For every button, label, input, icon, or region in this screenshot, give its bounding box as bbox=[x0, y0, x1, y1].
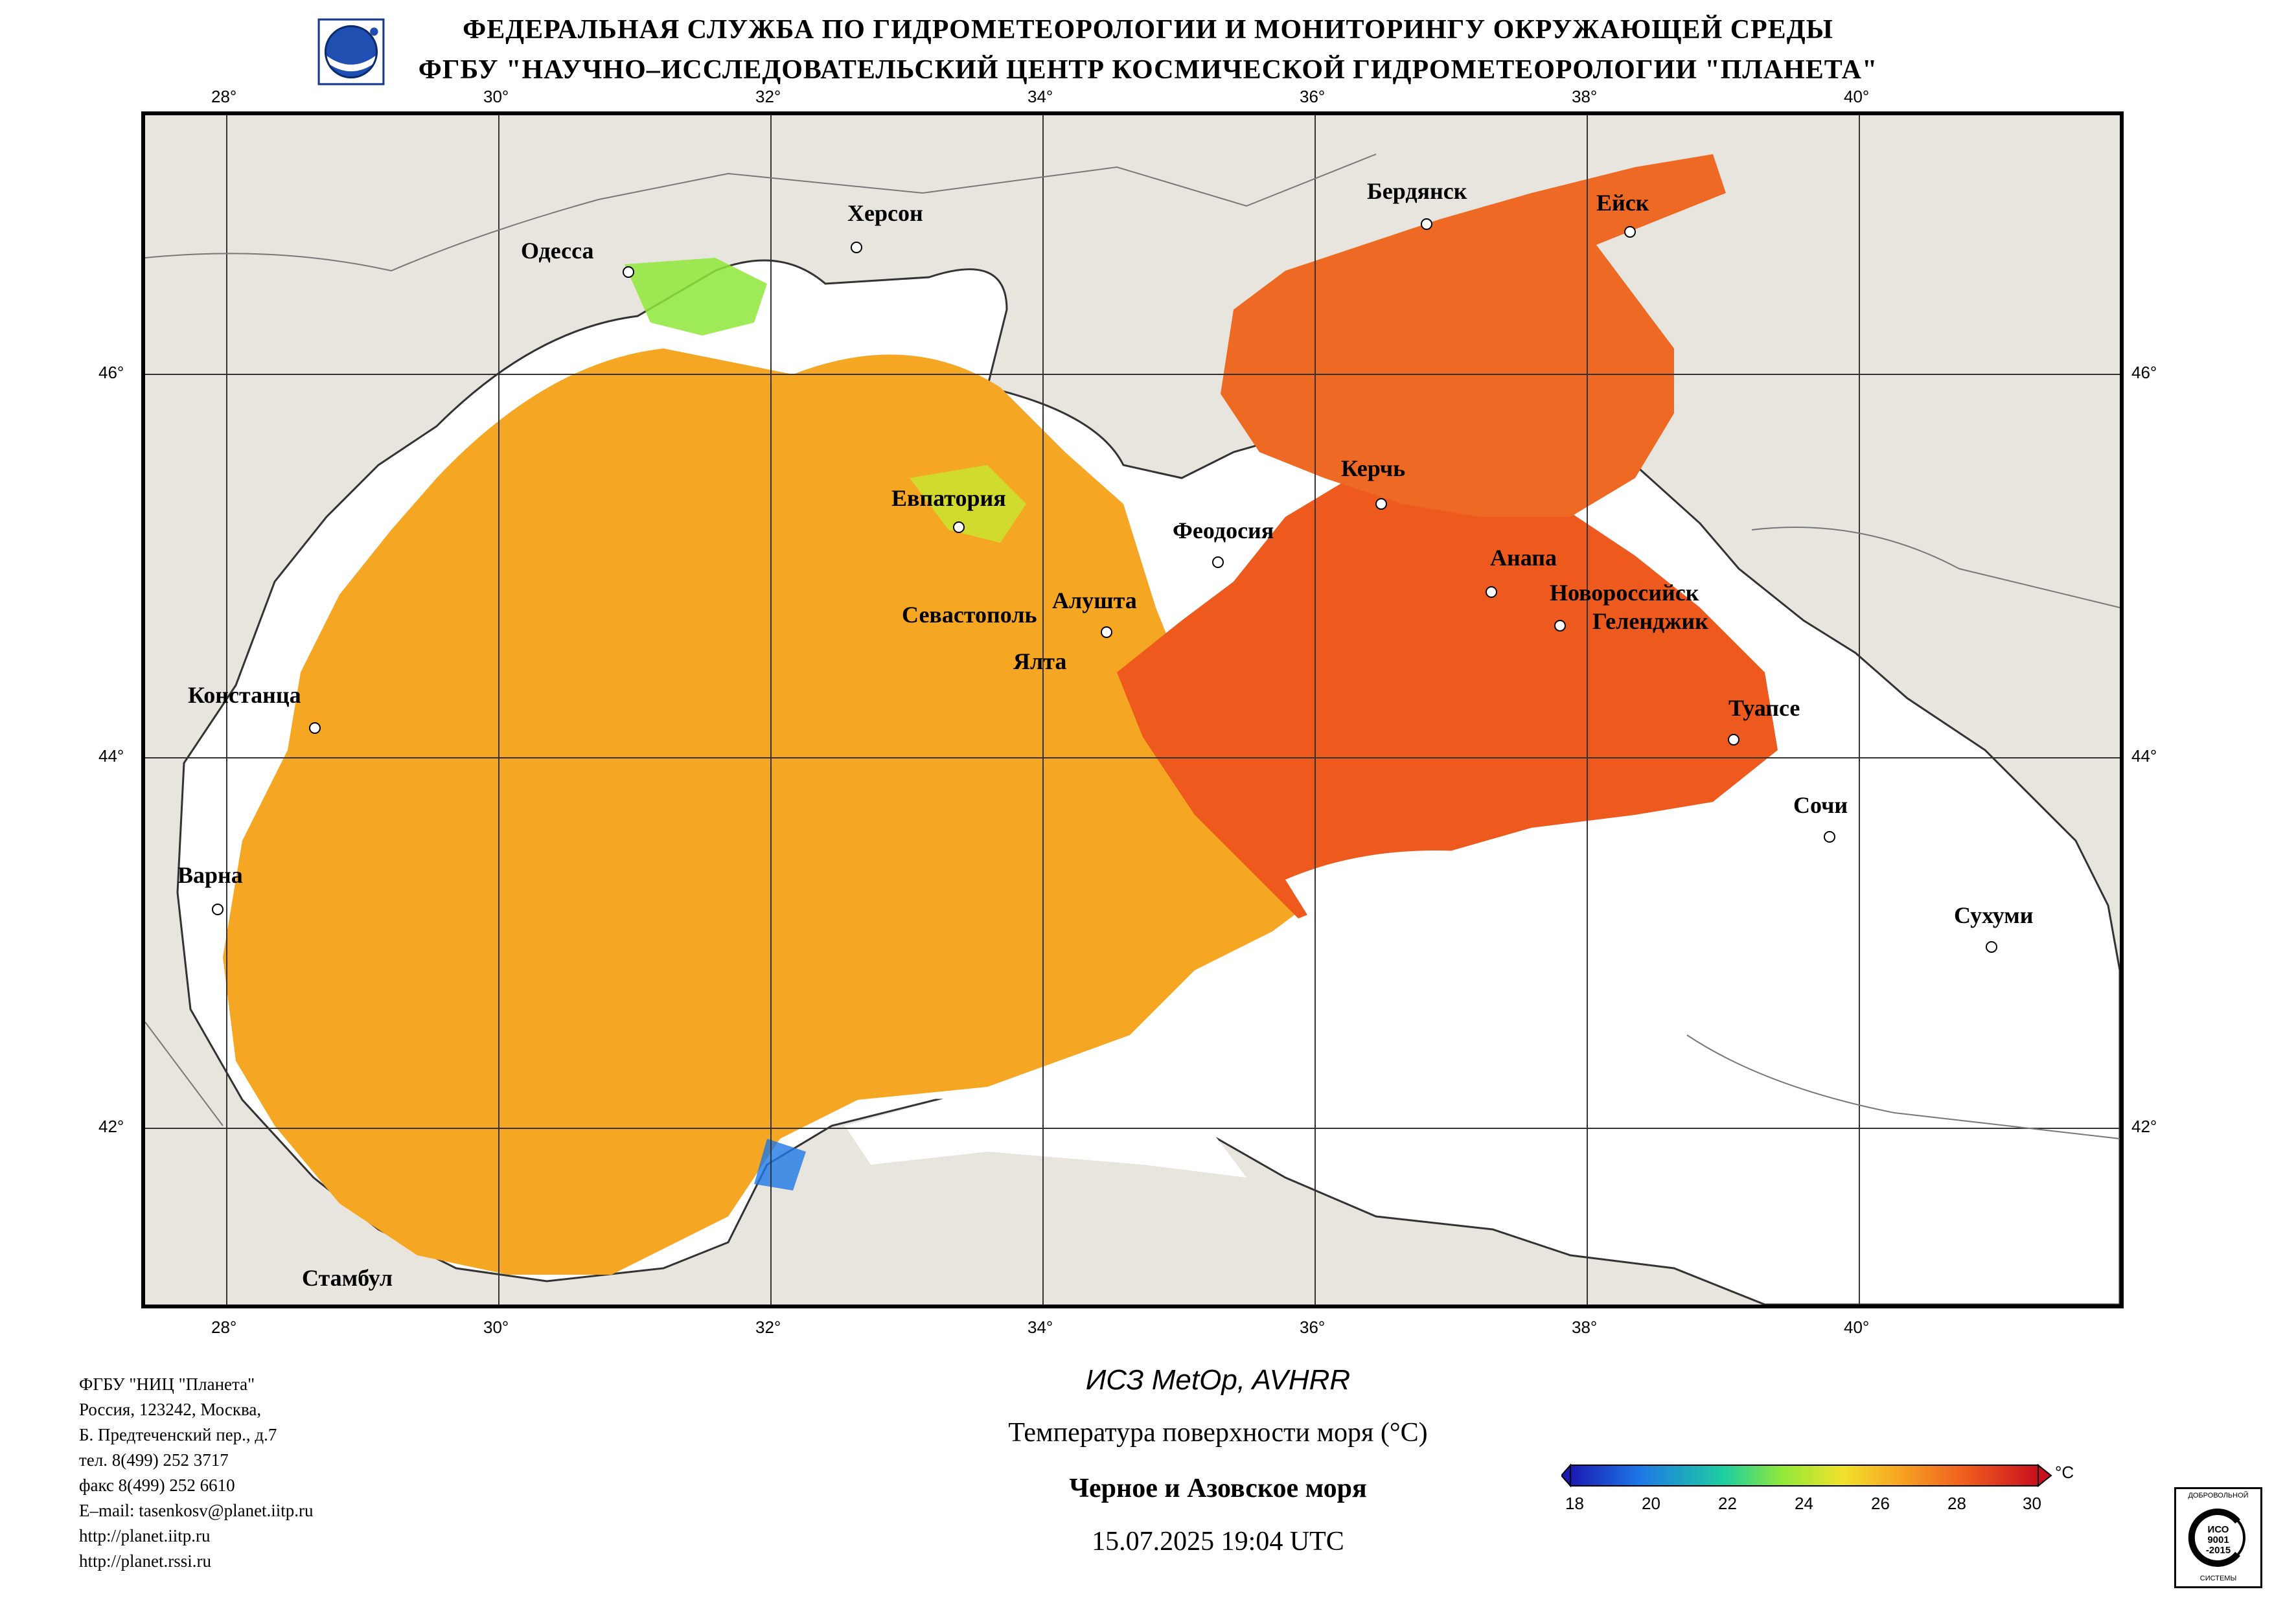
colorbar-body bbox=[1570, 1465, 2039, 1487]
colorbar-label-26: 26 bbox=[1871, 1494, 1890, 1513]
city-label-istanbul: Стамбул bbox=[302, 1265, 393, 1291]
colorbar bbox=[1561, 1463, 2052, 1488]
lon-tick-bottom-34: 34° bbox=[1027, 1317, 1053, 1337]
sst-black-sea-west bbox=[223, 348, 1363, 1275]
colorbar-label-22: 22 bbox=[1718, 1494, 1737, 1513]
cloud-east-1 bbox=[1285, 789, 1830, 1035]
sst-black-sea-east bbox=[1117, 452, 1778, 918]
city-label-anapa: Анапа bbox=[1490, 545, 1557, 571]
org-address-1: Россия, 123242, Москва, bbox=[79, 1400, 262, 1419]
lon-tick-bottom-38: 38° bbox=[1572, 1317, 1598, 1337]
lon-tick-bottom-32: 32° bbox=[755, 1317, 781, 1337]
cert-iso: ИСО bbox=[2207, 1524, 2229, 1535]
org-phone: тел. 8(499) 252 3717 bbox=[79, 1450, 229, 1470]
city-label-odessa: Одесса bbox=[521, 238, 594, 264]
lat-tick-right-44: 44° bbox=[2131, 746, 2157, 766]
iso-cert-stamp: ДОБРОВОЛЬНОЙ ИСО 9001 -2015 СИСТЕМЫ bbox=[2174, 1487, 2262, 1588]
country-borders bbox=[145, 154, 2120, 1139]
city-label-novorossiysk: Новороссийск bbox=[1550, 580, 1699, 606]
city-label-yalta: Ялта bbox=[1013, 648, 1067, 674]
colorbar-unit: °C bbox=[2055, 1463, 2074, 1482]
sst-cool-patch-sinop bbox=[754, 1139, 806, 1191]
region-title: Черное и Азовское моря bbox=[1069, 1474, 1367, 1503]
city-label-varna: Варна bbox=[178, 862, 243, 888]
map-canvas bbox=[145, 115, 2120, 1305]
lon-tick-bottom-30: 30° bbox=[483, 1317, 509, 1337]
colorbar-label-28: 28 bbox=[1947, 1494, 1966, 1513]
colorbar-label-18: 18 bbox=[1565, 1494, 1584, 1513]
city-label-tuapse: Туапсе bbox=[1728, 695, 1800, 721]
org-address-2: Б. Предтеченский пер., д.7 bbox=[79, 1425, 277, 1444]
cert-bottom-text: СИСТЕМЫ bbox=[2199, 1575, 2237, 1582]
cert-top-text: ДОБРОВОЛЬНОЙ bbox=[2188, 1492, 2249, 1499]
org-name: ФГБУ "НИЦ "Планета" bbox=[79, 1374, 255, 1394]
datetime: 15.07.2025 19:04 UTC bbox=[1092, 1527, 1344, 1556]
lon-tick-bottom-28: 28° bbox=[211, 1317, 237, 1337]
lon-tick-top-38: 38° bbox=[1572, 87, 1598, 106]
colorbar-left-arrow bbox=[1561, 1463, 1571, 1488]
sst-map bbox=[141, 111, 2124, 1308]
sst-azov-sea bbox=[1221, 154, 1726, 517]
header-line-2: ФГБУ "НАУЧНО–ИССЛЕДОВАТЕЛЬСКИЙ ЦЕНТР КОС… bbox=[418, 55, 1878, 85]
colorbar-label-24: 24 bbox=[1795, 1494, 1813, 1513]
sst-cool-patch-crimea bbox=[910, 465, 1026, 543]
lon-tick-bottom-36: 36° bbox=[1300, 1317, 1326, 1337]
org-url-2: http://planet.rssi.ru bbox=[79, 1551, 211, 1571]
graticule bbox=[145, 115, 2120, 1305]
cloud-south bbox=[845, 1087, 1246, 1178]
city-label-evpatoria: Евпатория bbox=[891, 485, 1006, 511]
product-title: Температура поверхности моря (°C) bbox=[1008, 1418, 1428, 1448]
city-markers bbox=[212, 218, 1997, 953]
sst-cool-patch-odessa bbox=[625, 258, 767, 336]
iso-cert-icon bbox=[2188, 1509, 2245, 1567]
city-label-sevastopol: Севастополь bbox=[902, 602, 1037, 628]
lat-tick-left-46: 46° bbox=[98, 363, 124, 382]
city-label-sukhumi: Сухуми bbox=[1954, 902, 2034, 928]
city-label-yeysk: Ейск bbox=[1596, 190, 1649, 216]
city-label-sochi: Сочи bbox=[1793, 792, 1848, 818]
colorbar-label-20: 20 bbox=[1642, 1494, 1660, 1513]
org-url-1: http://planet.iitp.ru bbox=[79, 1526, 211, 1545]
colorbar-label-30: 30 bbox=[2023, 1494, 2041, 1513]
city-label-kherson: Херсон bbox=[847, 200, 923, 226]
cert-year: -2015 bbox=[2205, 1545, 2231, 1556]
lon-tick-top-30: 30° bbox=[483, 87, 509, 106]
planeta-logo-icon bbox=[317, 18, 385, 85]
header-line-1: ФЕДЕРАЛЬНАЯ СЛУЖБА ПО ГИДРОМЕТЕОРОЛОГИИ … bbox=[463, 15, 1833, 45]
org-email: E–mail: tasenkosv@planet.iitp.ru bbox=[79, 1501, 314, 1520]
lon-tick-top-32: 32° bbox=[755, 87, 781, 106]
city-label-constanta: Констанца bbox=[188, 682, 301, 708]
lon-tick-top-40: 40° bbox=[1844, 87, 1870, 106]
city-label-feodosia: Феодосия bbox=[1173, 518, 1274, 543]
lon-tick-top-28: 28° bbox=[211, 87, 237, 106]
satellite-title: ИСЗ MetOp, AVHRR bbox=[1085, 1364, 1351, 1396]
city-label-kerch: Керчь bbox=[1341, 455, 1406, 481]
lon-tick-bottom-40: 40° bbox=[1844, 1317, 1870, 1337]
lon-tick-top-34: 34° bbox=[1027, 87, 1053, 106]
city-label-gelendzhik: Геленджик bbox=[1592, 608, 1708, 634]
lat-tick-right-46: 46° bbox=[2131, 363, 2157, 382]
city-label-berdyansk: Бердянск bbox=[1367, 178, 1467, 204]
lon-tick-top-36: 36° bbox=[1300, 87, 1326, 106]
lat-tick-left-44: 44° bbox=[98, 746, 124, 766]
org-fax: факс 8(499) 252 6610 bbox=[79, 1476, 235, 1495]
city-label-alushta: Алушта bbox=[1052, 587, 1137, 613]
lat-tick-left-42: 42° bbox=[98, 1117, 124, 1136]
colorbar-right-arrow bbox=[2038, 1463, 2052, 1488]
cert-number: 9001 bbox=[2207, 1534, 2229, 1545]
lat-tick-right-42: 42° bbox=[2131, 1117, 2157, 1136]
